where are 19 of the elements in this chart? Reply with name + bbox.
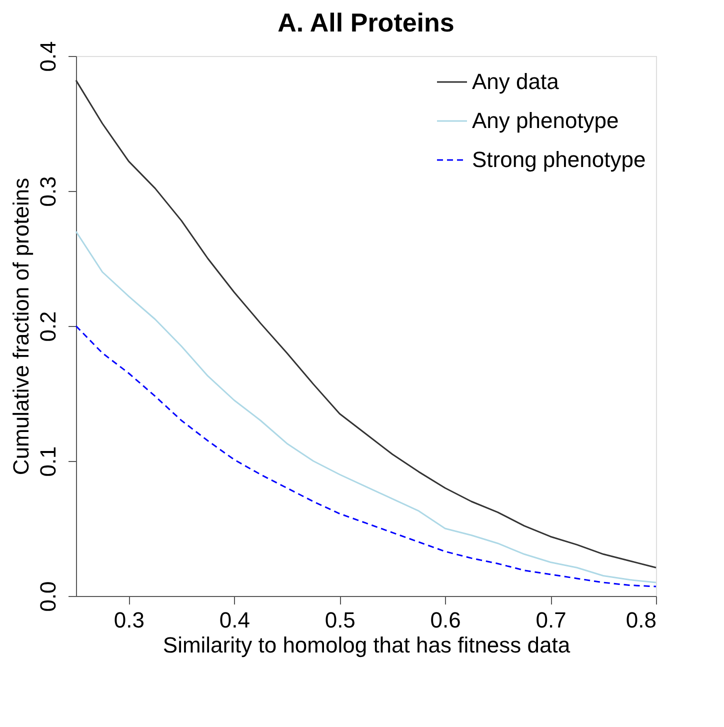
x-tick-label: 0.7: [536, 608, 566, 632]
y-axis-title: Cumulative fraction of proteins: [8, 178, 34, 476]
x-tick-label: 0.3: [114, 608, 145, 632]
y-tick-label: 0.1: [36, 446, 60, 477]
x-tick-label: 0.4: [219, 608, 250, 632]
line-series: [75, 325, 657, 588]
legend-label: Any phenotype: [472, 108, 619, 133]
line-series: [75, 230, 657, 584]
y-tick-label: 0.3: [36, 176, 60, 207]
y-tick-label: 0.0: [36, 581, 60, 612]
x-tick-label: 0.8: [626, 608, 656, 632]
x-tick-label: 0.6: [430, 608, 461, 632]
legend-label: Any data: [472, 69, 560, 94]
legend-label: Strong phenotype: [472, 147, 646, 172]
y-tick-label: 0.2: [36, 311, 60, 342]
y-tick-label: 0.4: [36, 41, 60, 72]
chart-title: A. All Proteins: [278, 8, 454, 38]
x-tick-label: 0.5: [324, 608, 356, 632]
x-axis-title: Similarity to homolog that has fitness data: [162, 632, 571, 658]
